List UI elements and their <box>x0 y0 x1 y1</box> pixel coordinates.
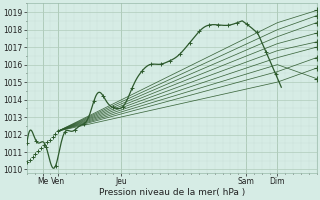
X-axis label: Pression niveau de la mer( hPa ): Pression niveau de la mer( hPa ) <box>99 188 245 197</box>
